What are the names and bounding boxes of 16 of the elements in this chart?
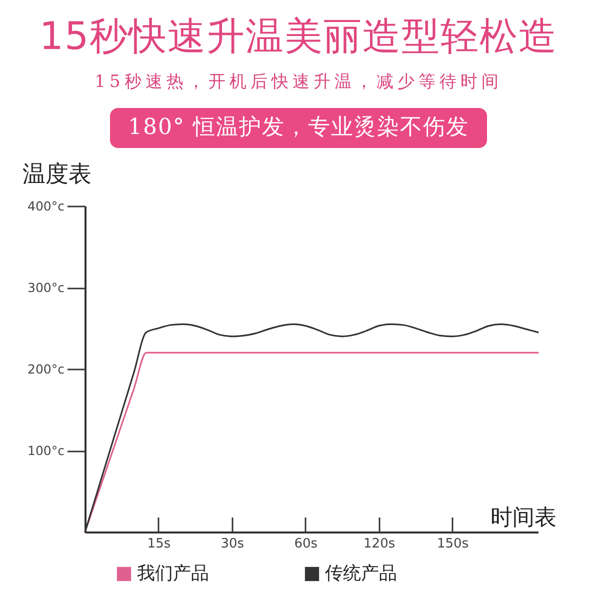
legend-label: 传统产品 xyxy=(325,563,397,584)
x-tick-label: 30s xyxy=(220,536,244,552)
y-tick-label: 100°c xyxy=(28,443,65,458)
y-tick-label: 300°c xyxy=(28,280,65,295)
text: 180° 恒温护发，专业烫染不伤发 xyxy=(110,108,487,148)
y-tick-label: 400°c xyxy=(28,198,65,214)
chart-subtitle: 15秒速热，开机后快速升温，减少等待时间 xyxy=(94,71,504,94)
legend-label: 我们产品 xyxy=(137,563,209,584)
x-tick-label: 60s xyxy=(294,536,318,552)
x-tick-label: 150s xyxy=(437,536,469,552)
x-tick-label: 120s xyxy=(364,536,396,552)
chart-title: 15秒快速升温美丽造型轻松造 xyxy=(38,13,559,60)
y-axis-title: 温度表 xyxy=(22,162,92,188)
y-tick-label: 200°c xyxy=(28,362,65,376)
x-axis-title: 时间表 xyxy=(490,506,556,530)
x-tick-label: 15s xyxy=(147,536,171,552)
